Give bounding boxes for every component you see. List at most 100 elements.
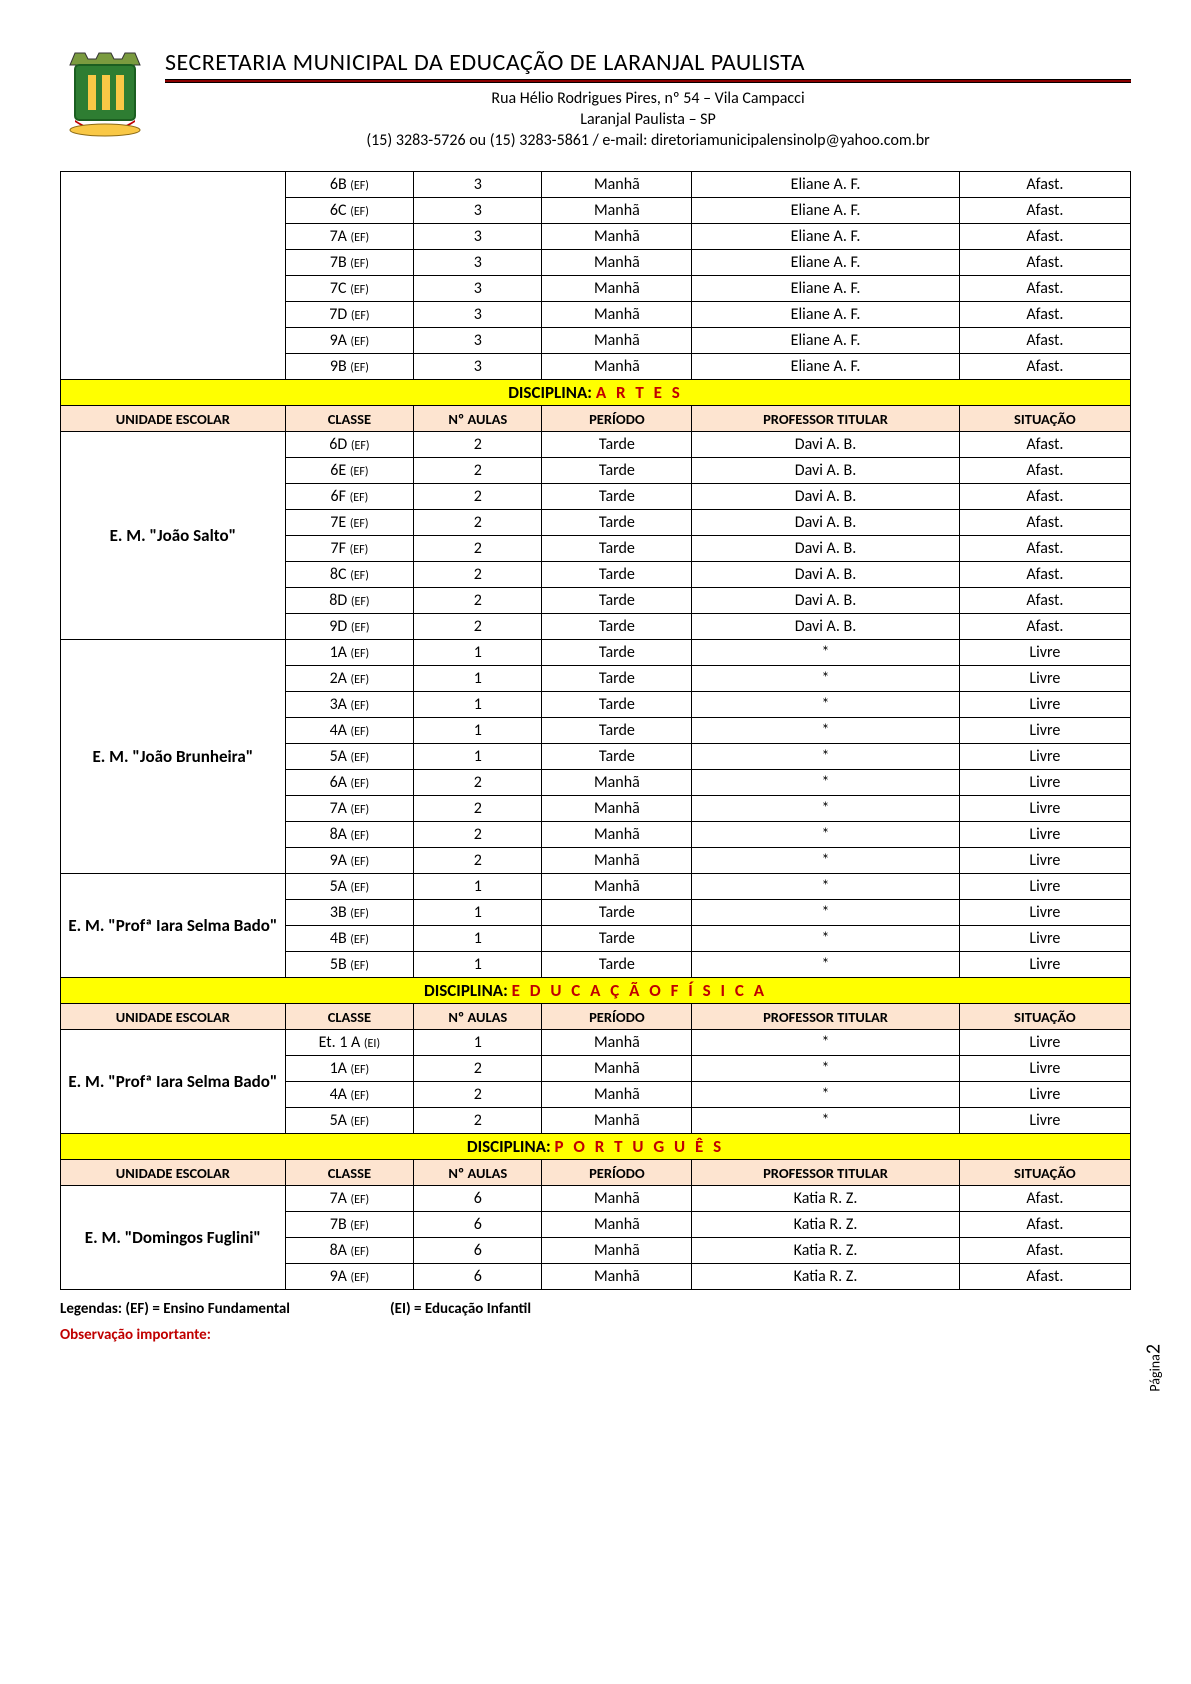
aulas-cell: 2 <box>414 848 542 874</box>
aulas-cell: 1 <box>414 874 542 900</box>
periodo-cell: Tarde <box>542 744 692 770</box>
class-cell: 7A (EF) <box>285 224 413 250</box>
class-cell: 5A (EF) <box>285 1108 413 1134</box>
class-cell: 6B (EF) <box>285 172 413 198</box>
prof-cell: Katia R. Z. <box>692 1212 960 1238</box>
sit-cell: Afast. <box>959 458 1130 484</box>
col-unit: UNIDADE ESCOLAR <box>61 1160 286 1186</box>
periodo-cell: Manhã <box>542 354 692 380</box>
prof-cell: * <box>692 900 960 926</box>
org-title: SECRETARIA MUNICIPAL DA EDUCAÇÃO DE LARA… <box>165 48 1131 77</box>
prof-cell: * <box>692 692 960 718</box>
aulas-cell: 1 <box>414 926 542 952</box>
column-header-row: UNIDADE ESCOLARCLASSENº AULASPERÍODOPROF… <box>61 406 1131 432</box>
aulas-cell: 3 <box>414 224 542 250</box>
prof-cell: Eliane A. F. <box>692 302 960 328</box>
discipline-row: DISCIPLINA: A R T E S <box>61 380 1131 406</box>
periodo-cell: Tarde <box>542 692 692 718</box>
prof-cell: Eliane A. F. <box>692 354 960 380</box>
aulas-cell: 6 <box>414 1238 542 1264</box>
sit-cell: Afast. <box>959 224 1130 250</box>
class-cell: 4B (EF) <box>285 926 413 952</box>
discipline-label: DISCIPLINA: <box>467 1136 555 1157</box>
sit-cell: Afast. <box>959 614 1130 640</box>
periodo-cell: Tarde <box>542 588 692 614</box>
sit-cell: Afast. <box>959 562 1130 588</box>
class-cell: 2A (EF) <box>285 666 413 692</box>
table-row: E. M. "João Salto"6D (EF)2TardeDavi A. B… <box>61 432 1131 458</box>
aulas-cell: 2 <box>414 510 542 536</box>
periodo-cell: Tarde <box>542 484 692 510</box>
prof-cell: * <box>692 770 960 796</box>
aulas-cell: 1 <box>414 744 542 770</box>
periodo-cell: Tarde <box>542 640 692 666</box>
sit-cell: Afast. <box>959 1264 1130 1290</box>
prof-cell: Davi A. B. <box>692 614 960 640</box>
class-cell: 9A (EF) <box>285 848 413 874</box>
class-cell: Et. 1 A (EI) <box>285 1030 413 1056</box>
class-cell: 7D (EF) <box>285 302 413 328</box>
unit-cell: E. M. "João Brunheira" <box>61 640 286 874</box>
page-header: SECRETARIA MUNICIPAL DA EDUCAÇÃO DE LARA… <box>60 40 1131 151</box>
title-rule <box>165 79 1131 83</box>
class-cell: 7A (EF) <box>285 1186 413 1212</box>
col-class: CLASSE <box>285 1004 413 1030</box>
prof-cell: * <box>692 874 960 900</box>
periodo-cell: Manhã <box>542 172 692 198</box>
aulas-cell: 2 <box>414 614 542 640</box>
periodo-cell: Manhã <box>542 1030 692 1056</box>
class-cell: 8C (EF) <box>285 562 413 588</box>
crest-icon <box>60 40 150 140</box>
sit-cell: Livre <box>959 692 1130 718</box>
prof-cell: Davi A. B. <box>692 536 960 562</box>
table-row: E. M. "Domingos Fuglini"7A (EF)6ManhãKat… <box>61 1186 1131 1212</box>
aulas-cell: 1 <box>414 1030 542 1056</box>
sit-cell: Afast. <box>959 302 1130 328</box>
class-cell: 8A (EF) <box>285 822 413 848</box>
sit-cell: Afast. <box>959 198 1130 224</box>
class-cell: 6F (EF) <box>285 484 413 510</box>
aulas-cell: 3 <box>414 354 542 380</box>
sit-cell: Livre <box>959 1056 1130 1082</box>
unit-cell: E. M. "João Salto" <box>61 432 286 640</box>
page-number: Página2 <box>1142 1344 1166 1392</box>
aulas-cell: 1 <box>414 718 542 744</box>
unit-cell: E. M. "Domingos Fuglini" <box>61 1186 286 1290</box>
sit-cell: Afast. <box>959 328 1130 354</box>
table-row: 6B (EF)3ManhãEliane A. F.Afast. <box>61 172 1131 198</box>
sit-cell: Livre <box>959 926 1130 952</box>
table-row: E. M. "João Brunheira"1A (EF)1Tarde*Livr… <box>61 640 1131 666</box>
aulas-cell: 1 <box>414 900 542 926</box>
discipline-label: DISCIPLINA: <box>424 980 512 1001</box>
col-aulas: Nº AULAS <box>414 1160 542 1186</box>
legend-row: Legendas: (EF) = Ensino Fundamental (EI)… <box>60 1300 1131 1318</box>
aulas-cell: 3 <box>414 250 542 276</box>
col-sit: SITUAÇÃO <box>959 406 1130 432</box>
sit-cell: Afast. <box>959 432 1130 458</box>
unit-cell: E. M. "Profª Iara Selma Bado" <box>61 874 286 978</box>
aulas-cell: 1 <box>414 952 542 978</box>
col-periodo: PERÍODO <box>542 1160 692 1186</box>
periodo-cell: Tarde <box>542 900 692 926</box>
aulas-cell: 2 <box>414 536 542 562</box>
aulas-cell: 2 <box>414 770 542 796</box>
aulas-cell: 2 <box>414 1082 542 1108</box>
aulas-cell: 6 <box>414 1186 542 1212</box>
class-cell: 4A (EF) <box>285 718 413 744</box>
periodo-cell: Manhã <box>542 848 692 874</box>
sit-cell: Livre <box>959 1082 1130 1108</box>
class-cell: 7F (EF) <box>285 536 413 562</box>
col-unit: UNIDADE ESCOLAR <box>61 406 286 432</box>
class-cell: 1A (EF) <box>285 640 413 666</box>
sit-cell: Livre <box>959 796 1130 822</box>
sit-cell: Afast. <box>959 250 1130 276</box>
class-cell: 4A (EF) <box>285 1082 413 1108</box>
periodo-cell: Manhã <box>542 796 692 822</box>
legend-ef: Legendas: (EF) = Ensino Fundamental <box>60 1300 290 1318</box>
class-cell: 5A (EF) <box>285 744 413 770</box>
prof-cell: Davi A. B. <box>692 458 960 484</box>
class-cell: 7C (EF) <box>285 276 413 302</box>
periodo-cell: Manhã <box>542 874 692 900</box>
periodo-cell: Manhã <box>542 770 692 796</box>
aulas-cell: 1 <box>414 640 542 666</box>
